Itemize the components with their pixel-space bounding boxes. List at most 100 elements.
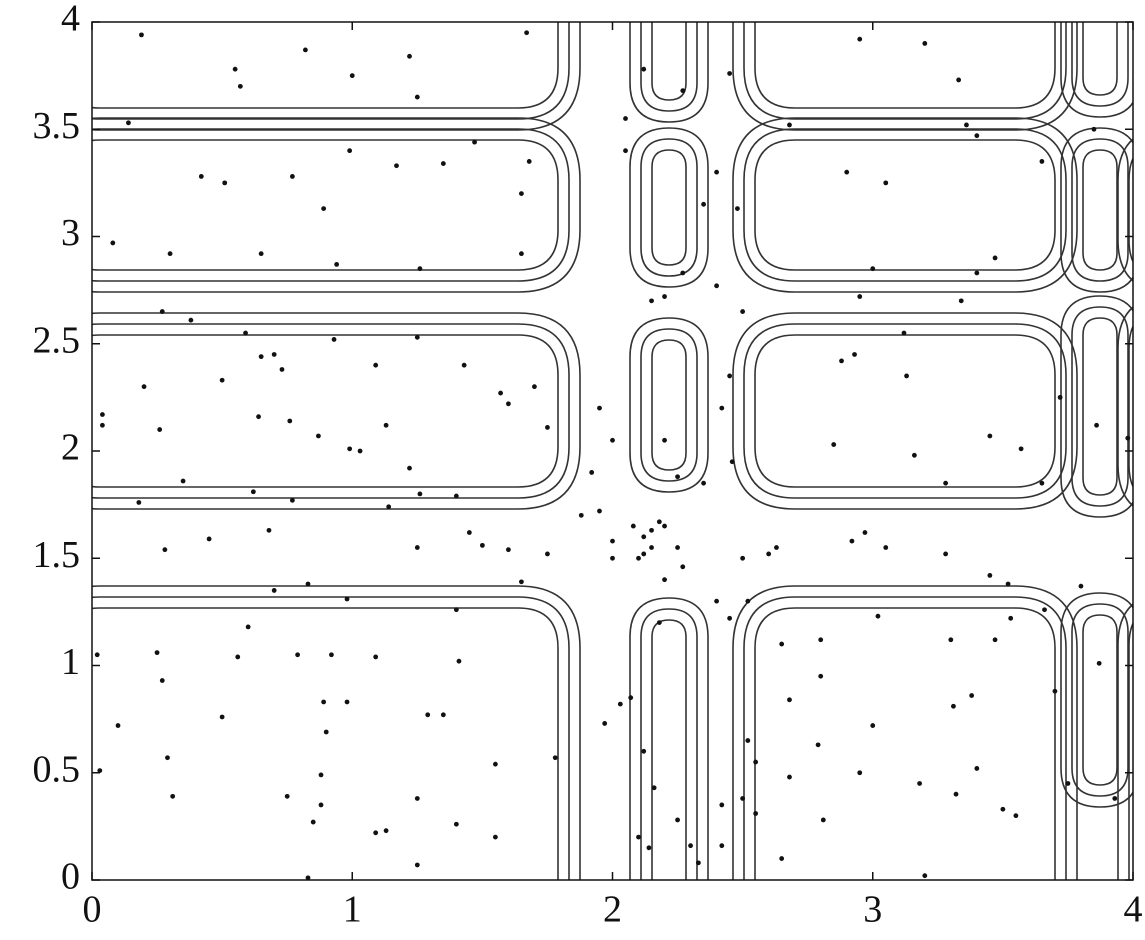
contour-line xyxy=(1071,306,1129,507)
scatter-point xyxy=(883,545,889,550)
scatter-point xyxy=(852,352,857,357)
contour-line xyxy=(1128,621,1133,880)
scatter-point xyxy=(662,437,667,443)
scatter-points xyxy=(94,30,1131,880)
contour-line xyxy=(640,328,698,482)
scatter-point xyxy=(753,811,759,816)
contour-line xyxy=(1071,138,1129,282)
scatter-point xyxy=(1112,796,1118,801)
scatter-point xyxy=(745,598,751,604)
scatter-point xyxy=(662,523,667,529)
scatter-point xyxy=(974,133,980,139)
scatter-point xyxy=(1052,688,1058,694)
contour-line xyxy=(92,22,570,120)
contour-line xyxy=(1060,127,1133,293)
contour-line xyxy=(1117,138,1133,282)
scatter-point xyxy=(386,504,392,510)
scatter-point xyxy=(357,448,363,454)
scatter-point xyxy=(545,425,550,430)
scatter-point xyxy=(740,555,746,561)
contour-line xyxy=(1082,22,1118,96)
scatter-point xyxy=(414,545,420,550)
y-tick-label: 1.5 xyxy=(33,534,81,576)
scatter-point xyxy=(844,169,850,175)
scatter-point xyxy=(498,390,503,396)
scatter-point xyxy=(115,723,121,728)
scatter-point xyxy=(701,201,706,207)
x-tick-label: 2 xyxy=(603,889,622,931)
scatter-point xyxy=(623,116,628,121)
scatter-point xyxy=(1018,446,1024,452)
scatter-point xyxy=(815,742,821,748)
contour-line xyxy=(1060,22,1133,118)
scatter-point xyxy=(417,266,423,272)
scatter-point xyxy=(831,442,837,447)
x-tick-label: 0 xyxy=(83,889,102,931)
scatter-point xyxy=(318,772,324,778)
scatter-point xyxy=(321,699,327,705)
scatter-point xyxy=(857,770,863,776)
contour-line xyxy=(92,22,581,131)
contour-line xyxy=(1082,149,1118,271)
contour-lines xyxy=(92,22,1145,880)
contour-line xyxy=(92,22,559,109)
scatter-point xyxy=(875,613,881,619)
scatter-point xyxy=(820,817,826,823)
scatter-point xyxy=(271,588,277,593)
contour-line xyxy=(629,317,709,493)
contour-line xyxy=(732,312,1078,510)
scatter-point xyxy=(347,148,353,154)
scatter-point xyxy=(1078,583,1084,589)
scatter-point xyxy=(727,71,733,76)
scatter-point xyxy=(141,384,147,390)
scatter-point xyxy=(414,796,420,801)
scatter-point xyxy=(911,452,917,458)
axes: 0 1 2 3 4 0 0.5 1 1.5 2 2.5 3 3.5 4 xyxy=(33,0,1143,931)
scatter-point xyxy=(870,266,876,272)
scatter-point xyxy=(740,796,746,801)
scatter-point xyxy=(774,545,779,550)
scatter-point xyxy=(271,352,277,357)
scatter-point xyxy=(662,294,667,299)
scatter-point xyxy=(165,755,170,761)
scatter-point xyxy=(917,781,922,786)
scatter-point xyxy=(688,843,693,849)
scatter-point xyxy=(1039,159,1045,164)
scatter-point xyxy=(440,161,446,166)
contour-line xyxy=(629,597,709,880)
scatter-point xyxy=(316,433,321,439)
scatter-point xyxy=(188,317,194,323)
scatter-point xyxy=(1125,435,1131,441)
scatter-point xyxy=(279,367,285,372)
contour-line xyxy=(92,323,570,499)
scatter-point xyxy=(623,148,628,154)
scatter-point xyxy=(649,298,654,304)
contour-line xyxy=(1140,150,1145,270)
scatter-point xyxy=(956,77,962,83)
contour-line xyxy=(732,22,1078,131)
scatter-point xyxy=(779,856,785,861)
contour-line xyxy=(651,619,687,880)
x-tick-label: 3 xyxy=(863,889,882,931)
scatter-point xyxy=(662,577,667,583)
scatter-point xyxy=(1008,615,1014,621)
scatter-point xyxy=(779,641,785,647)
scatter-point xyxy=(321,206,327,212)
scatter-point xyxy=(245,624,251,630)
scatter-point xyxy=(305,581,311,587)
scatter-point xyxy=(243,330,248,336)
scatter-point xyxy=(258,251,264,257)
scatter-point xyxy=(1000,806,1006,812)
scatter-point xyxy=(1005,581,1011,587)
scatter-point xyxy=(589,470,595,475)
scatter-point xyxy=(394,163,399,169)
scatter-point xyxy=(849,538,855,544)
scatter-point xyxy=(646,845,652,851)
scatter-point xyxy=(649,545,654,550)
contour-line xyxy=(640,608,698,880)
contour-line xyxy=(1071,603,1129,797)
scatter-point xyxy=(714,169,719,175)
scatter-point xyxy=(492,834,498,840)
scatter-point xyxy=(610,555,615,561)
contour-line xyxy=(1060,592,1133,808)
